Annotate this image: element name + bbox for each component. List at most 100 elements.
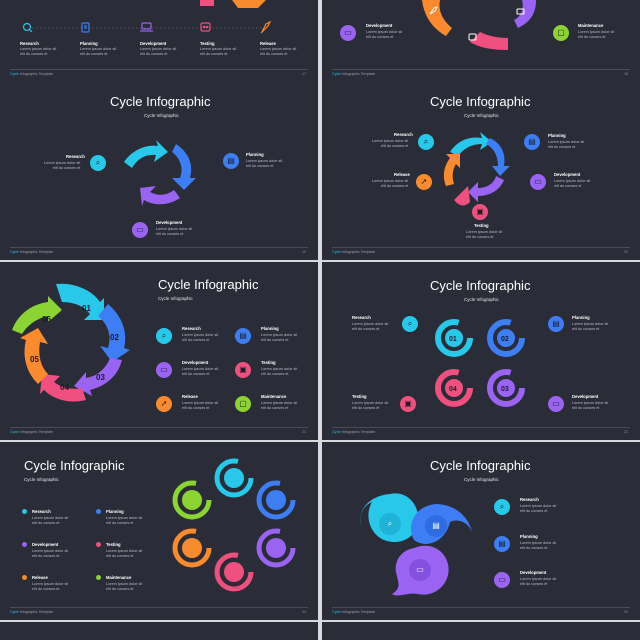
code-icon <box>468 33 477 41</box>
cycle-graphic <box>422 0 536 50</box>
body-text: Lorem ipsum dolor sit elit do conses et <box>578 30 615 39</box>
arrow-pink <box>40 374 86 402</box>
bullet-cyan <box>22 509 27 514</box>
page-number: 24 <box>624 610 628 614</box>
label-testing: Testing <box>352 394 367 399</box>
slide-cycle-3-steps[interactable]: Cycle Infographic Cycle Infographic Rese… <box>0 82 318 260</box>
label-planning: Planning <box>80 41 98 46</box>
document-icon: ▤ <box>548 316 564 332</box>
label-testing: Testing <box>200 41 215 46</box>
bullet-purple <box>22 542 27 547</box>
slide-title: Cycle Infographic <box>110 94 211 109</box>
arrow-purple <box>468 176 504 202</box>
circle-cyan <box>214 458 254 498</box>
label-research: Research <box>182 326 201 331</box>
document-icon: ▤ <box>494 536 510 552</box>
arrow-orange <box>443 154 460 186</box>
step-number: 03 <box>96 373 105 382</box>
cycle-graphic: 01 02 03 04 05 06 <box>12 283 130 402</box>
label-release: Release <box>182 394 198 399</box>
page-number: 21 <box>302 430 306 434</box>
page-number: 23 <box>302 610 306 614</box>
bullet-orange <box>22 575 27 580</box>
body-text: Lorem ipsum dolor sit elit do conses et <box>246 159 283 168</box>
slide-next-left-sliver <box>0 622 318 640</box>
bullet-pink <box>96 542 101 547</box>
step-number: 04 <box>449 386 457 393</box>
arrow-green <box>12 296 62 334</box>
slide-next-right-sliver <box>322 622 640 640</box>
body-text: Lorem ipsum dolor sit elit do conses et <box>466 230 503 239</box>
slide-subtitle: Cycle Infographic <box>24 477 59 482</box>
label-research: Research <box>20 41 39 46</box>
body-text: Lorem ipsum dolor sit elit do conses et <box>182 401 219 410</box>
slide-cycle-5-steps[interactable]: Cycle Infographic Cycle Infographic Rese… <box>322 82 640 260</box>
laptop-icon: ▭ <box>132 222 148 238</box>
arrow-cyan <box>124 140 168 168</box>
partial-arrow-orange <box>232 0 266 8</box>
step-number: 01 <box>82 304 91 313</box>
laptop-icon <box>516 8 525 15</box>
cycle-graphic: 01 02 03 04 <box>435 319 525 407</box>
rocket-icon <box>260 20 272 34</box>
slide-title: Cycle Infographic <box>24 458 125 473</box>
footer-divider <box>10 607 308 608</box>
footer-divider <box>332 427 630 428</box>
body-text: Lorem ipsum dolor sit elit do conses et <box>572 401 609 410</box>
footer-brand: Cycle Infographic Template <box>332 430 376 434</box>
step-number: 05 <box>30 355 39 364</box>
body-text: Lorem ipsum dolor sit elit do conses et <box>520 504 557 513</box>
slide-cycle-3-swirl[interactable]: Cycle Infographic Cycle Infographic ⌕ ▤ … <box>322 442 640 620</box>
footer-brand: Cycle Infographic Template <box>10 610 54 614</box>
footer-divider <box>10 247 308 248</box>
body-text: Lorem ipsum dolor sit elit do conses et <box>261 401 298 410</box>
laptop-icon: ▭ <box>530 174 546 190</box>
label-maintenance: Maintenance <box>578 23 604 28</box>
footer-brand: Cycle Infographic Template <box>332 72 376 76</box>
slide-subtitle: Cycle Infographic <box>464 477 499 482</box>
arrow-blue <box>172 144 196 190</box>
footer-brand: Cycle Infographic Template <box>10 72 54 76</box>
footer-brand: Cycle Infographic Template <box>10 430 54 434</box>
label-planning: Planning <box>548 133 566 138</box>
document-icon: ▤ <box>235 328 251 344</box>
slide-subtitle: Cycle Infographic <box>464 113 499 118</box>
search-icon: ⌕ <box>387 519 393 528</box>
slide-cycle-partial[interactable]: ▭ Development Lorem ipsum dolor sit elit … <box>322 0 640 82</box>
body-text: Lorem ipsum dolor sit elit do conses et <box>20 47 57 56</box>
label-planning: Planning <box>106 509 124 514</box>
swirl-purple-core <box>409 559 431 581</box>
label-development: Development <box>182 360 209 365</box>
body-text: Lorem ipsum dolor sit elit do conses et <box>352 322 389 331</box>
arrow-cyan <box>450 132 492 156</box>
search-icon: ⌕ <box>402 316 418 332</box>
code-icon <box>200 22 211 32</box>
cycle-graphic <box>124 140 196 206</box>
bullet-green <box>96 575 101 580</box>
body-text: Lorem ipsum dolor sit elit do conses et <box>261 367 298 376</box>
slide-timeline[interactable]: Research Lorem ipsum dolor sit elit do co… <box>0 0 318 82</box>
body-text: Lorem ipsum dolor sit elit do conses et <box>44 161 81 170</box>
document-icon: ▤ <box>223 153 239 169</box>
swirl-blue-core <box>425 515 447 537</box>
arrow-blue <box>486 138 510 176</box>
arrow-orange <box>422 0 452 36</box>
body-text: Lorem ipsum dolor sit elit do conses et <box>106 582 143 591</box>
label-planning: Planning <box>572 315 590 320</box>
body-text: Lorem ipsum dolor sit elit do conses et <box>261 333 298 342</box>
slide-cycle-6-circles[interactable]: Cycle Infographic Cycle Infographic Rese… <box>0 442 318 620</box>
arrow-orange <box>20 328 48 384</box>
body-text: Lorem ipsum dolor sit elit do conses et <box>260 47 297 56</box>
slide-cycle-4-rings[interactable]: Cycle Infographic Cycle Infographic 01 0… <box>322 262 640 440</box>
code-icon: ▣ <box>400 396 416 412</box>
slide-cycle-6-numbered[interactable]: Cycle Infographic Cycle Infographic 01 0… <box>0 262 318 440</box>
body-text: Lorem ipsum dolor sit elit do conses et <box>106 516 143 525</box>
page-number: 20 <box>624 250 628 254</box>
label-development: Development <box>366 23 393 28</box>
ring-pink <box>435 369 473 407</box>
swirl-cyan-core <box>379 513 401 535</box>
label-research: Research <box>32 509 51 514</box>
document-icon: ▤ <box>432 521 440 530</box>
page-number: 19 <box>302 250 306 254</box>
arrow-pink <box>470 26 508 50</box>
